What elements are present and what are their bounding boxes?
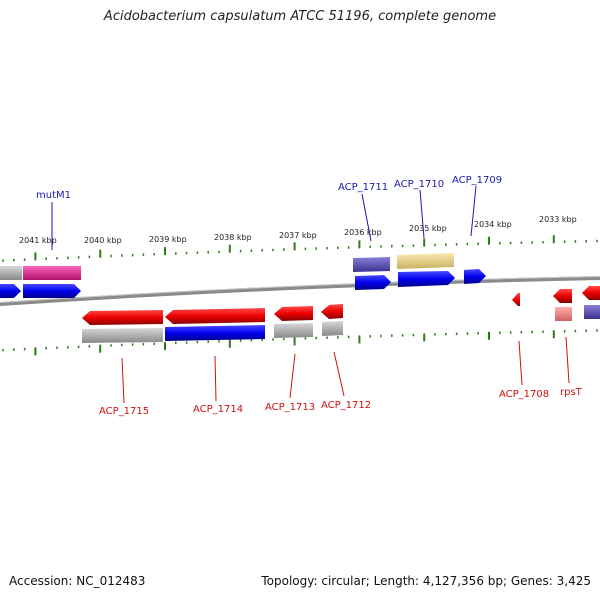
purple-feature[interactable]: [584, 305, 600, 319]
map-title: Acidobacterium capsulatum ATCC 51196, co…: [103, 9, 497, 24]
pink-feature[interactable]: [555, 307, 572, 321]
gene-label-acp-1709[interactable]: ACP_1709: [452, 175, 502, 186]
gene-label-acp-1708[interactable]: ACP_1708: [499, 389, 549, 400]
gene-label-acp-1712[interactable]: ACP_1712: [321, 400, 371, 411]
gene-label-acp-1710[interactable]: ACP_1710: [394, 179, 444, 190]
gray-feature[interactable]: [82, 328, 163, 343]
blue-feature[interactable]: [165, 325, 265, 341]
kbp-label: 2040 kbp: [84, 236, 122, 245]
yellow-feature[interactable]: [397, 253, 454, 269]
gray-feature[interactable]: [0, 266, 22, 280]
label-leader-line: [214, 355, 217, 402]
forward-cds-arrow[interactable]: [355, 275, 391, 290]
reverse-cds-arrow[interactable]: [582, 286, 600, 300]
genome-backbone-highlight: [0, 276, 600, 303]
label-leader-line: [419, 189, 425, 239]
label-leader-line: [565, 336, 570, 384]
kbp-scale: 2041 kbp 2040 kbp 2039 kbp 2038 kbp 2037…: [19, 215, 577, 245]
label-leader-line: [333, 351, 345, 397]
kbp-label: 2037 kbp: [279, 231, 317, 240]
outer-tick-row: [2, 235, 598, 262]
kbp-label: 2036 kbp: [344, 228, 382, 237]
magenta-feature[interactable]: [23, 266, 81, 280]
reverse-gene-labels: ACP_1715 ACP_1714 ACP_1713 ACP_1712 ACP_…: [99, 336, 583, 417]
inner-tick-row: [2, 329, 598, 356]
label-leader-line: [361, 193, 372, 242]
purple-feature[interactable]: [353, 257, 390, 272]
gene-label-acp-1714[interactable]: ACP_1714: [193, 404, 243, 415]
gray-feature[interactable]: [322, 321, 343, 336]
reverse-cds-arrow[interactable]: [274, 306, 313, 321]
label-leader-line: [121, 357, 125, 404]
gray-feature[interactable]: [274, 323, 313, 338]
forward-features: [0, 253, 486, 298]
reverse-cds-arrow[interactable]: [512, 293, 520, 306]
kbp-label: 2038 kbp: [214, 233, 252, 242]
accession-text: Accession: NC_012483: [9, 574, 146, 588]
forward-cds-arrow[interactable]: [0, 284, 21, 298]
gene-label-acp-1715[interactable]: ACP_1715: [99, 406, 149, 417]
forward-gene-labels: mutM1 ACP_1711 ACP_1710 ACP_1709: [36, 175, 502, 250]
genome-summary-text: Topology: circular; Length: 4,127,356 bp…: [261, 574, 591, 588]
reverse-cds-arrow[interactable]: [321, 304, 343, 319]
reverse-features: [82, 286, 600, 343]
label-leader-line: [518, 340, 523, 386]
forward-cds-arrow[interactable]: [23, 284, 81, 298]
forward-cds-arrow[interactable]: [398, 271, 455, 287]
kbp-label: 2039 kbp: [149, 235, 187, 244]
kbp-label: 2035 kbp: [409, 224, 447, 233]
gene-label-acp-1711[interactable]: ACP_1711: [338, 182, 388, 193]
gene-label-rpst[interactable]: rpsT: [560, 387, 583, 398]
label-leader-line: [470, 185, 477, 237]
reverse-cds-arrow[interactable]: [82, 310, 163, 325]
label-leader-line: [289, 353, 296, 399]
kbp-label: 2034 kbp: [474, 220, 512, 229]
gene-label-mutM1[interactable]: mutM1: [36, 190, 71, 201]
kbp-label: 2041 kbp: [19, 236, 57, 245]
gene-label-acp-1713[interactable]: ACP_1713: [265, 402, 315, 413]
forward-cds-arrow[interactable]: [464, 269, 486, 284]
kbp-label: 2033 kbp: [539, 215, 577, 224]
reverse-cds-arrow[interactable]: [553, 289, 572, 303]
genome-backbone: [0, 276, 600, 306]
reverse-cds-arrow[interactable]: [165, 308, 265, 324]
